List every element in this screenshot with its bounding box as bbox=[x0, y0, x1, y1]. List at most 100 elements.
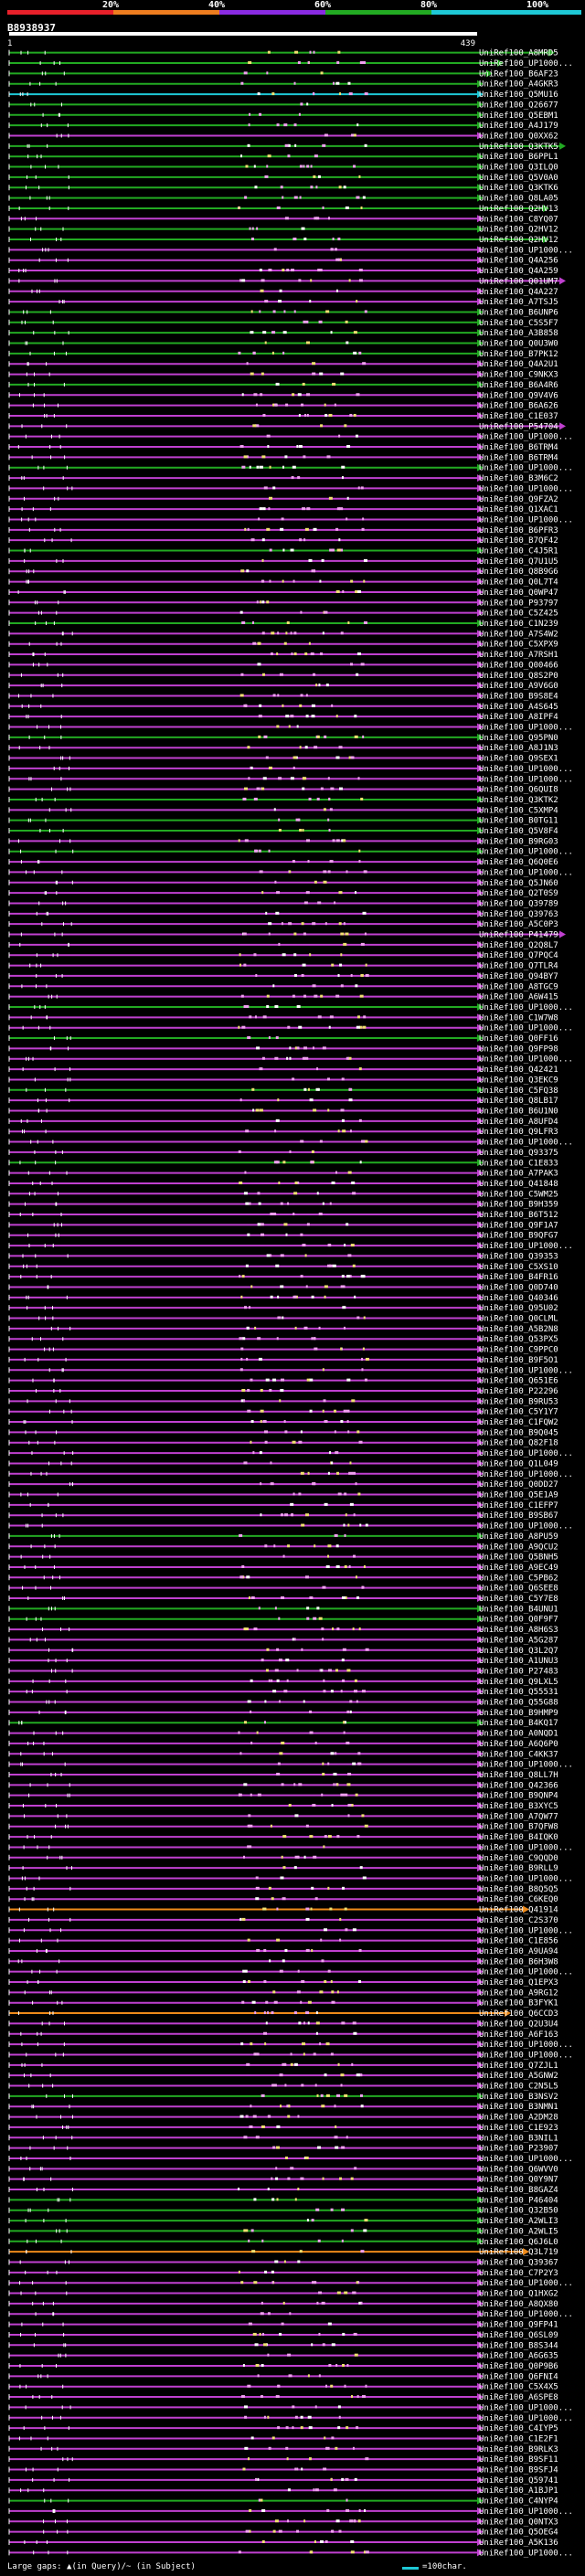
hit-arrow bbox=[477, 1884, 484, 1892]
gap-mark bbox=[342, 2364, 346, 2368]
gap-mark bbox=[261, 1233, 265, 1236]
gap-mark bbox=[238, 2550, 241, 2554]
gap-mark bbox=[354, 735, 358, 738]
gap-mark bbox=[361, 2395, 366, 2399]
gap-mark bbox=[282, 579, 284, 583]
gap-mark bbox=[268, 1036, 271, 1040]
gap-mark bbox=[248, 2322, 252, 2326]
gap-mark bbox=[270, 652, 273, 656]
gap-mark bbox=[282, 351, 285, 355]
gap-mark bbox=[278, 1617, 281, 1620]
gap-mark bbox=[311, 2343, 314, 2347]
hit-label: UniRef100_Q5OEG4 bbox=[479, 2528, 558, 2538]
gap-mark bbox=[257, 1337, 261, 1341]
gap-mark bbox=[315, 2011, 318, 2015]
gap-mark bbox=[260, 1409, 264, 1413]
gap-mark bbox=[266, 527, 271, 531]
gap-mark bbox=[347, 1171, 352, 1174]
gap-mark bbox=[340, 631, 344, 635]
hit-arrow bbox=[477, 1915, 484, 1924]
gap-mark bbox=[348, 1564, 351, 1568]
hit-label: UniRef100_Q0WP47 bbox=[479, 588, 558, 598]
gap-mark bbox=[268, 922, 272, 926]
hit-label: UniRef100_Q39789 bbox=[479, 899, 558, 908]
hit-arrow bbox=[477, 1273, 484, 1281]
gap-mark bbox=[324, 922, 327, 926]
gap-mark bbox=[238, 2188, 240, 2191]
hit-label: UniRef100_B8S344 bbox=[479, 2341, 558, 2350]
gap-mark bbox=[325, 2384, 328, 2388]
hit-arrow bbox=[477, 1895, 484, 1903]
gap-mark bbox=[281, 1783, 284, 1786]
gap-mark bbox=[271, 631, 275, 635]
hit-arrow bbox=[477, 971, 484, 980]
gap-mark bbox=[256, 227, 259, 230]
gap-mark bbox=[324, 1980, 327, 1984]
gap-mark bbox=[247, 1845, 250, 1849]
gap-mark bbox=[348, 1098, 353, 1102]
gap-mark bbox=[304, 1575, 309, 1579]
gap-mark bbox=[240, 2042, 244, 2046]
gap-mark bbox=[255, 1897, 260, 1901]
gap-mark bbox=[346, 2508, 350, 2512]
hit-label: UniRef100_A6Q6P0 bbox=[479, 1740, 558, 1749]
gap-mark bbox=[243, 2136, 248, 2139]
hit-arrow bbox=[477, 1324, 484, 1332]
gap-mark bbox=[292, 465, 296, 469]
hit-arrow bbox=[477, 2227, 484, 2235]
gap-mark bbox=[241, 620, 246, 624]
hit-label: UniRef100_Q39353 bbox=[479, 1252, 558, 1261]
gap-mark bbox=[263, 2031, 268, 2035]
hit-arrow bbox=[477, 1148, 484, 1156]
gap-mark bbox=[355, 1575, 357, 1579]
gap-mark bbox=[262, 777, 267, 780]
gap-mark bbox=[255, 2052, 260, 2056]
hit-arrow bbox=[477, 961, 484, 970]
gap-mark bbox=[303, 164, 305, 168]
gap-mark bbox=[257, 92, 261, 96]
gap-mark bbox=[303, 237, 307, 240]
hit-label: UniRef100_A8QX80 bbox=[479, 2300, 558, 2309]
gap-mark bbox=[281, 922, 283, 926]
gap-mark bbox=[324, 1502, 328, 1506]
gap-mark bbox=[364, 2219, 368, 2222]
gap-mark bbox=[335, 1451, 339, 1455]
gap-mark bbox=[255, 2136, 260, 2139]
gap-mark bbox=[362, 911, 367, 915]
hit-label: UniRef100_Q40346 bbox=[479, 1294, 558, 1303]
gap-mark bbox=[278, 2384, 281, 2388]
hit-label: UniRef100_A5C0P3 bbox=[479, 920, 558, 929]
gap-mark bbox=[338, 2415, 341, 2419]
gap-mark bbox=[297, 2188, 300, 2191]
gap-mark bbox=[261, 891, 264, 895]
gap-mark bbox=[294, 1326, 297, 1330]
gap-mark bbox=[312, 984, 316, 988]
gap-mark bbox=[276, 2125, 281, 2128]
gap-mark bbox=[305, 1824, 309, 1828]
hit-arrow bbox=[477, 1739, 484, 1747]
gap-mark bbox=[281, 1596, 285, 1600]
gap-mark bbox=[249, 1845, 252, 1849]
hit-label: UniRef100_Q8S2P0 bbox=[479, 672, 558, 681]
gap-mark bbox=[250, 1679, 253, 1682]
gap-mark bbox=[258, 2498, 261, 2502]
gap-mark bbox=[268, 932, 271, 936]
hit-arrow bbox=[477, 370, 484, 378]
gap-mark bbox=[305, 341, 310, 345]
gap-mark bbox=[298, 279, 302, 282]
hit-arrow bbox=[477, 1750, 484, 1758]
hit-label: UniRef100_UP1000... bbox=[479, 2507, 573, 2517]
gap-mark bbox=[296, 2529, 300, 2533]
gap-mark bbox=[263, 2011, 266, 2015]
gap-mark bbox=[298, 1025, 303, 1029]
hit-arrow bbox=[477, 837, 484, 845]
hit-label: UniRef100_Q6FNI4 bbox=[479, 2372, 558, 2381]
gap-mark bbox=[350, 2539, 355, 2543]
hit-arrow bbox=[477, 194, 484, 202]
gap-mark bbox=[350, 973, 353, 977]
gap-mark bbox=[296, 1669, 299, 1672]
gap-mark bbox=[311, 1948, 314, 1952]
hit-label: UniRef100_C5WM25 bbox=[479, 1190, 558, 1199]
gap-mark bbox=[261, 1659, 264, 1662]
gap-mark bbox=[347, 1814, 350, 1818]
